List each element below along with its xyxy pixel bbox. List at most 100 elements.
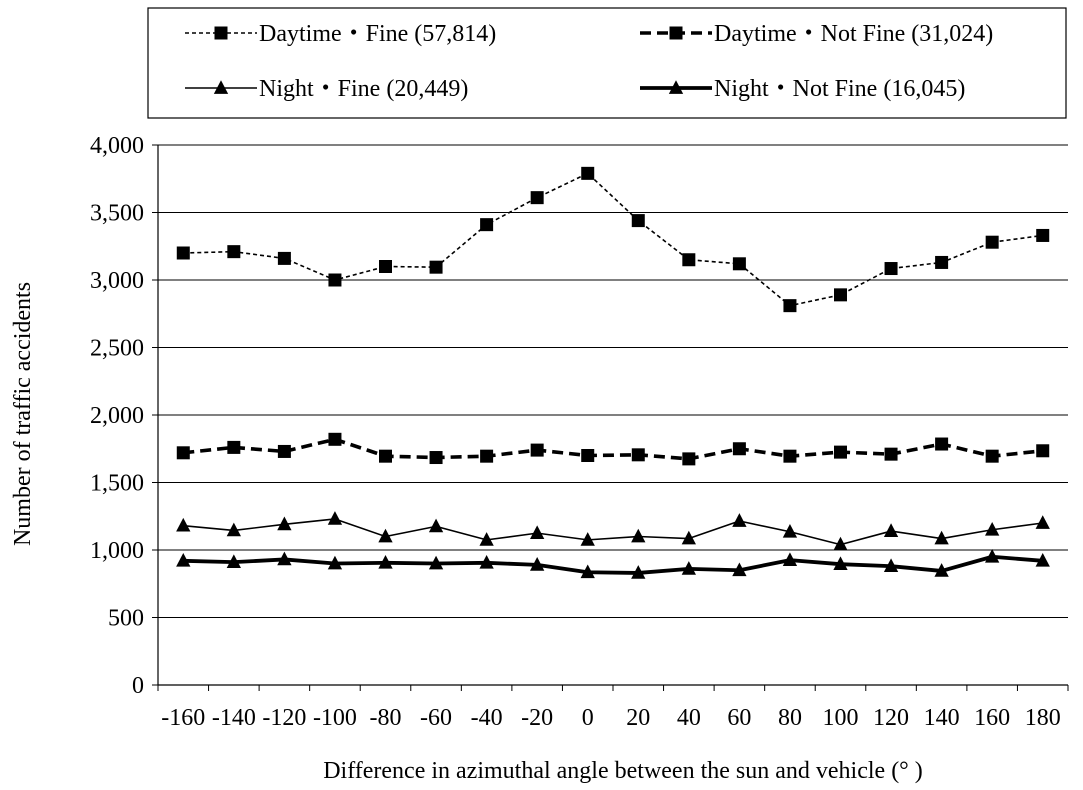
x-tick-label: 0 [582,705,594,731]
data-point-square [783,299,797,313]
y-tick-label: 2,000 [90,403,144,429]
data-point-square [480,218,494,232]
data-point-triangle [732,513,747,527]
data-point-triangle [732,562,747,577]
legend-entry: Daytime・Fine (57,814) [185,21,496,47]
series-group [176,166,1050,579]
data-point-square [176,246,190,260]
data-point-triangle [985,521,1000,536]
data-point-square [884,447,898,461]
x-tick-label: -60 [420,705,452,731]
x-tick-label: -80 [370,705,402,731]
data-point-square [669,26,683,40]
legend: Daytime・Fine (57,814) Daytime・Not Fine (3… [147,7,1067,119]
data-point-square [176,446,190,460]
x-tick-label: 120 [873,705,909,731]
data-point-square [227,245,241,259]
data-point-triangle [631,565,646,579]
data-point-square [884,262,898,276]
data-point-triangle [883,558,899,573]
data-point-square [682,253,696,267]
data-point-triangle [681,530,696,545]
y-tick-label: 0 [132,673,144,699]
x-tick-label: 180 [1025,705,1061,731]
data-point-square [834,288,847,302]
x-tick-label: -100 [313,705,357,731]
data-point-triangle [580,532,595,546]
y-tick-label: 3,500 [90,201,144,227]
data-point-triangle [213,80,229,94]
data-point-triangle [479,555,494,569]
data-point-square [1036,228,1050,242]
data-point-triangle [580,564,595,579]
x-tick-label: 40 [677,705,701,731]
data-point-square [985,235,999,249]
series-line [183,518,1043,546]
data-point-square [935,255,949,269]
data-point-triangle [176,553,191,567]
data-point-triangle [226,554,241,568]
data-point-square [379,260,392,273]
data-point-square [379,449,392,463]
data-point-triangle [226,522,241,537]
legend-entry: Night・Not Fine (16,045) [640,76,965,102]
y-tick-label: 3,000 [90,268,144,294]
series-line [183,172,1043,307]
legend-box [147,7,1067,119]
series-4 [176,548,1050,579]
x-tick-label: 140 [924,705,960,731]
legend-label: Daytime・Fine (57,814) [259,21,496,47]
data-point-square [214,26,228,40]
data-point-square [985,449,999,463]
data-point-triangle [833,556,848,571]
x-tick-label: -140 [212,705,256,731]
series-line [183,554,1043,575]
data-point-square [834,445,847,459]
data-point-triangle [277,551,292,566]
x-tick-label: -160 [161,705,205,731]
y-tick-label: 2,500 [90,336,144,362]
x-tick-label: -40 [471,705,503,731]
data-point-triangle [428,555,444,570]
y-axis-label: Number of traffic accidents [10,282,36,546]
legend-entry: Daytime・Not Fine (31,024) [640,21,993,47]
data-point-square [429,260,443,274]
data-point-square [480,449,494,463]
data-point-triangle [327,555,343,570]
x-tick-label: 100 [823,705,859,731]
data-point-triangle [934,530,949,545]
x-axis-label: Difference in azimuthal angle between th… [323,758,923,784]
data-point-square [581,166,595,180]
data-point-triangle [985,548,1000,563]
x-tick-label: -120 [262,705,306,731]
data-point-square [227,440,241,454]
data-point-square [732,257,746,271]
x-tick-label: 60 [727,705,751,731]
data-point-square [631,214,645,228]
data-point-triangle [479,532,494,546]
legend-label: Night・Not Fine (16,045) [714,76,965,102]
data-point-triangle [833,536,848,551]
data-point-square [530,191,544,205]
y-tick-label: 500 [108,606,144,632]
x-tick-label: 160 [974,705,1010,731]
data-point-triangle [668,80,684,94]
data-point-square [1036,444,1050,458]
data-point-triangle [530,557,545,571]
data-point-triangle [934,563,949,577]
data-point-square [530,443,544,457]
data-point-square [581,449,595,462]
axes: 0 500 1,000 1,500 2,000 2,500 3,000 3,500 4,000 -… [90,133,1069,731]
y-tick-label: 1,500 [90,471,144,497]
data-point-triangle [378,555,393,569]
data-point-triangle [1035,515,1050,529]
data-point-triangle [176,517,191,532]
series-3 [176,511,1050,551]
series-1 [176,166,1050,313]
x-tick-label: 20 [626,705,650,731]
data-point-square [935,437,949,451]
series-line [183,437,1043,461]
series-2 [176,432,1050,466]
